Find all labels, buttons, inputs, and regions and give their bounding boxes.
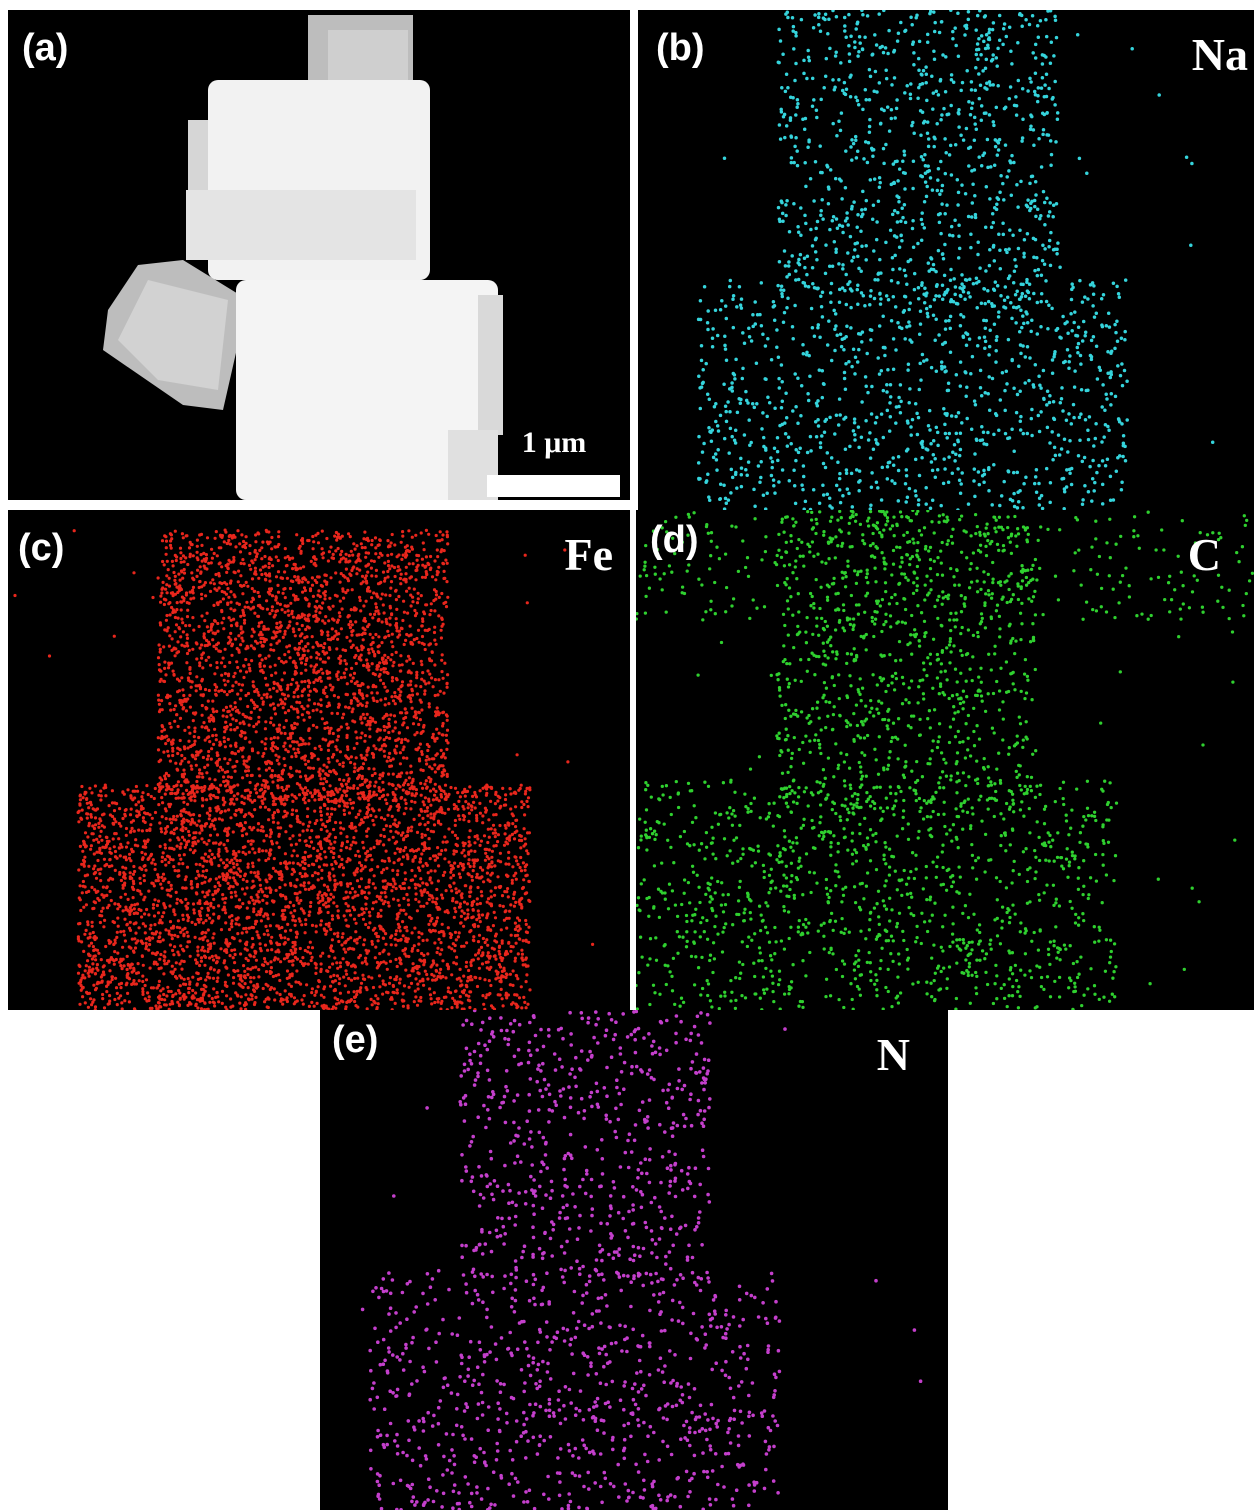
element-map-dots [363, 1011, 921, 1510]
page: {"panels": [ {"label": "(a)", "scale_bar… [0, 0, 1254, 1510]
panel-label: (b) [656, 27, 705, 69]
panel-label: (a) [22, 27, 68, 69]
panel-c: (c) Fe [8, 510, 630, 1010]
panel-d: (d) C [636, 510, 1254, 1010]
crystals [103, 15, 503, 500]
element-label: Na [1192, 29, 1248, 80]
scale-bar [487, 475, 620, 497]
panel-b: (b) Na [638, 10, 1254, 510]
scale-bar-label: 1 μm [522, 426, 587, 459]
element-label: Fe [564, 529, 613, 580]
panel-label: (c) [18, 527, 64, 569]
panel-label: (e) [332, 1019, 378, 1061]
element-map-dots [636, 510, 1252, 1010]
panel-label: (d) [650, 519, 699, 561]
element-label: C [1188, 529, 1221, 580]
element-map-dots [15, 530, 593, 1010]
element-label: N [877, 1029, 910, 1080]
figure: (a) 1 μm (b) Na (c) Fe (d) C (e) N (() =… [0, 0, 1254, 1510]
element-map-dots [699, 10, 1213, 510]
panel-a: (a) 1 μm [8, 10, 630, 500]
panel-e: (e) N [320, 1010, 948, 1510]
